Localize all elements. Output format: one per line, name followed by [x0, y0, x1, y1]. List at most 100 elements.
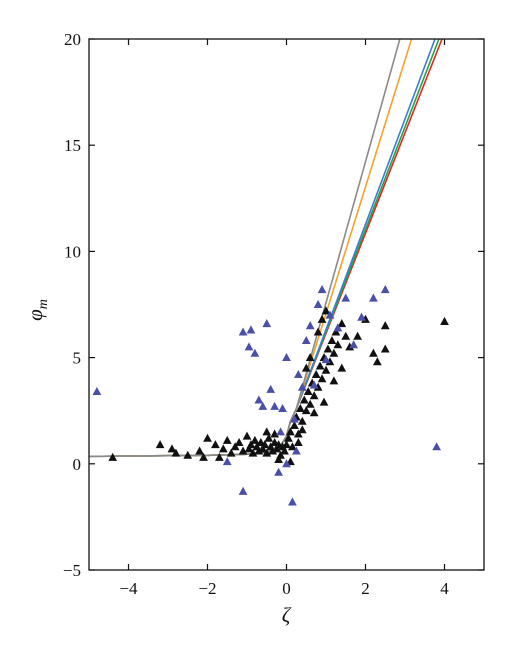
data-point [301, 363, 311, 372]
data-point [313, 299, 323, 308]
data-point [305, 399, 315, 408]
data-point [317, 314, 327, 323]
data-point [293, 369, 303, 379]
data-point [309, 408, 319, 417]
data-point [349, 340, 359, 349]
data-point [276, 427, 285, 436]
data-point [282, 440, 291, 449]
data-point [317, 285, 327, 294]
data-point [274, 454, 283, 464]
x-axis-label: ζ [282, 603, 292, 627]
x-tick-label: −4 [119, 579, 138, 598]
data-point [284, 433, 293, 442]
data-point [311, 369, 321, 379]
data-point [301, 336, 311, 345]
data-point [250, 348, 260, 357]
data-point [325, 310, 335, 319]
data-point [203, 433, 212, 442]
data-point [440, 316, 449, 325]
data-point [282, 459, 291, 468]
data-point [323, 344, 333, 353]
data-point [222, 435, 232, 444]
data-point [305, 353, 315, 362]
data-point [199, 452, 208, 461]
data-point [250, 435, 260, 444]
data-point [309, 391, 319, 400]
data-point [238, 446, 248, 455]
data-point [380, 285, 390, 294]
x-tick-label: −2 [198, 579, 216, 598]
fit-line-2 [89, 39, 440, 458]
data-point [288, 442, 297, 451]
data-point [297, 425, 307, 434]
data-point [244, 342, 254, 351]
data-point [262, 427, 272, 436]
y-tick-label: 0 [73, 455, 82, 474]
y-tick-label: −5 [63, 561, 81, 580]
data-point [268, 446, 278, 455]
data-point [222, 457, 232, 466]
data-point [353, 331, 362, 340]
data-point [108, 452, 118, 461]
data-point [293, 429, 303, 438]
data-point [230, 442, 240, 451]
data-point [313, 327, 323, 336]
data-point [290, 420, 299, 430]
data-point [266, 384, 276, 393]
data-point [345, 342, 355, 351]
data-point [317, 374, 327, 383]
data-point [280, 446, 289, 455]
data-point [305, 321, 315, 330]
data-point [321, 306, 331, 315]
data-point [282, 353, 291, 362]
data-point [234, 437, 244, 447]
data-point [264, 433, 274, 442]
data-point [380, 344, 390, 353]
data-point [214, 452, 224, 461]
data-point [238, 486, 248, 495]
x-tick-label: 2 [361, 579, 370, 598]
data-point [293, 437, 303, 447]
data-point [301, 406, 311, 415]
svg-text:φm: φm [23, 299, 51, 321]
y-tick-label: 20 [64, 30, 81, 49]
data-point [325, 357, 335, 366]
y-axis-label: φm [23, 299, 51, 321]
data-point [226, 448, 236, 457]
data-point [292, 446, 301, 455]
data-point [238, 327, 248, 336]
data-point [341, 293, 351, 302]
data-point [246, 325, 256, 334]
data-point [183, 450, 193, 459]
data-point [167, 444, 177, 453]
data-point [295, 403, 305, 413]
data-point [272, 444, 281, 453]
data-point [337, 363, 347, 372]
data-point [286, 427, 295, 436]
data-point [337, 319, 347, 328]
data-point [432, 442, 441, 451]
x-tick-label: 4 [440, 579, 449, 598]
y-tick-label: 10 [64, 242, 81, 261]
data-point [357, 312, 366, 321]
data-point [195, 446, 204, 455]
data-point [278, 403, 287, 413]
data-point [254, 446, 264, 455]
data-point [155, 440, 165, 449]
data-point [319, 397, 329, 406]
data-point [211, 440, 220, 449]
data-point [171, 448, 181, 457]
data-point [270, 401, 280, 410]
data-point [303, 386, 313, 396]
data-point [290, 414, 299, 423]
data-point [315, 361, 325, 370]
y-axis-label-subscript: m [36, 299, 51, 309]
data-point [262, 319, 272, 328]
data-point [218, 444, 228, 453]
data-point [260, 440, 270, 449]
data-point [329, 376, 339, 385]
data-point [380, 321, 390, 330]
data-point [248, 448, 258, 457]
data-point [254, 395, 264, 404]
data-point [329, 348, 339, 357]
